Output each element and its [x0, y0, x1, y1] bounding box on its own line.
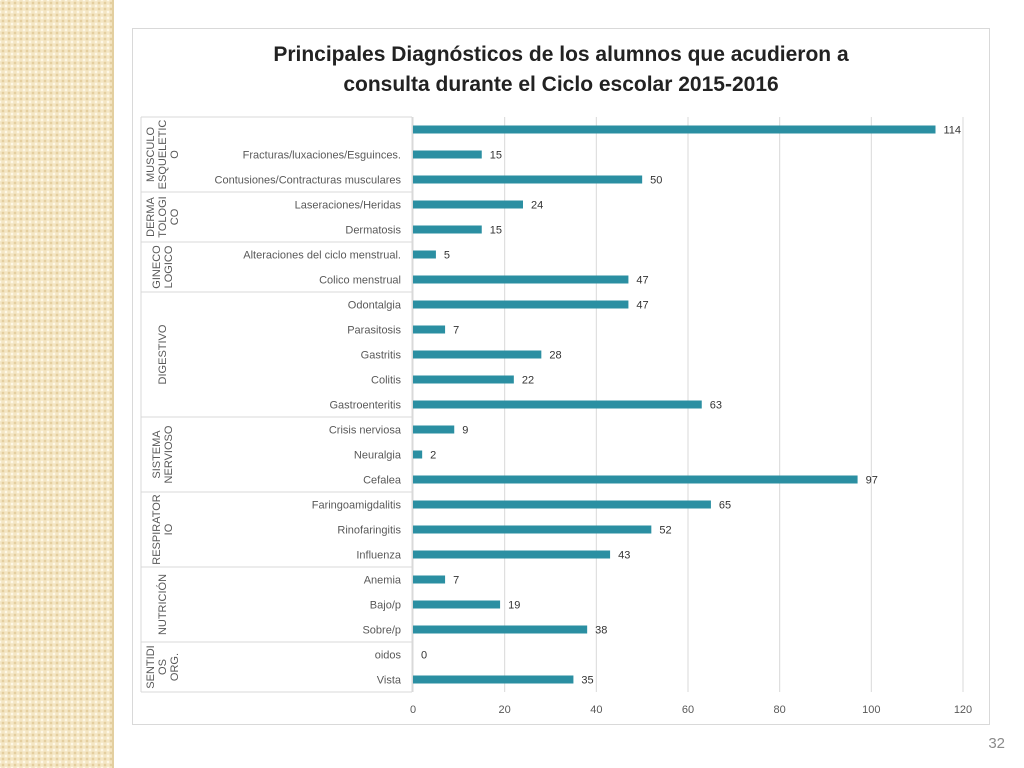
group-label: IO — [163, 523, 175, 535]
data-label: 9 — [462, 425, 468, 437]
group-label: SISTEMA — [151, 430, 163, 479]
category-label: Neuralgia — [354, 450, 402, 462]
bar — [413, 450, 423, 459]
data-label: 19 — [508, 600, 520, 612]
category-label: Cefalea — [363, 475, 402, 487]
bar — [413, 550, 611, 559]
data-label: 0 — [421, 650, 427, 662]
chart-title-line-1: Principales Diagnósticos de los alumnos … — [273, 43, 849, 66]
data-label: 15 — [490, 150, 502, 162]
data-label: 22 — [522, 375, 534, 387]
x-tick-label: 80 — [774, 704, 786, 716]
group-label: GINECO — [151, 245, 163, 289]
group-label: DIGESTIVO — [157, 324, 169, 384]
group-label: NERVIOSO — [163, 425, 175, 483]
x-tick-label: 20 — [499, 704, 511, 716]
group-label: O — [169, 150, 181, 159]
bar — [413, 150, 482, 159]
data-label: 2 — [430, 450, 436, 462]
group-label: MUSCULO — [145, 127, 157, 182]
group-label: RESPIRATOR — [151, 494, 163, 565]
bar — [413, 425, 455, 434]
category-label: oidos — [375, 650, 402, 662]
category-label: Vista — [377, 675, 402, 687]
data-label: 114 — [944, 125, 962, 137]
group-label: DERMA — [145, 196, 157, 236]
category-label: Alteraciones del ciclo menstrual. — [243, 250, 401, 262]
category-label: Gastritis — [361, 350, 402, 362]
chart-title-line-2: consulta durante el Ciclo escolar 2015-2… — [343, 73, 779, 96]
x-tick-label: 60 — [682, 704, 694, 716]
data-label: 50 — [650, 175, 662, 187]
category-label: Rinofaringitis — [337, 525, 401, 537]
bar — [413, 250, 436, 259]
side-strip-border — [112, 0, 114, 768]
group-label: SENTIDI — [145, 645, 157, 688]
bar — [413, 175, 643, 184]
category-label: Influenza — [356, 550, 402, 562]
bar — [413, 600, 501, 609]
group-label: TOLOGI — [157, 196, 169, 237]
group-label: OS — [157, 659, 169, 675]
group-label: NUTRICIÓN — [156, 574, 169, 635]
chart-frame: Principales Diagnósticos de los alumnos … — [132, 28, 990, 725]
group-label: ORG. — [169, 653, 181, 681]
bar — [413, 625, 588, 634]
bar — [413, 375, 514, 384]
bar — [413, 575, 446, 584]
bar — [413, 200, 523, 209]
category-label: Gastroenteritis — [329, 400, 401, 412]
bar — [413, 475, 858, 484]
bar — [413, 225, 482, 234]
data-label: 5 — [444, 250, 450, 262]
data-label: 63 — [710, 400, 722, 412]
category-label: Colico menstrual — [319, 275, 401, 287]
bar — [413, 125, 936, 134]
category-label: Odontalgia — [348, 300, 402, 312]
bar-chart: 0 20 40 60 80 100 120114Fracturas/luxaciones/E… — [140, 116, 972, 716]
data-label: 38 — [595, 625, 607, 637]
x-tick-label: 100 — [862, 704, 880, 716]
data-label: 47 — [636, 300, 648, 312]
category-label: Sobre/p — [362, 625, 401, 637]
category-label: Bajo/p — [370, 600, 401, 612]
x-tick-label: 40 — [590, 704, 602, 716]
bar — [413, 400, 702, 409]
data-label: 7 — [453, 325, 459, 337]
bar — [413, 275, 629, 284]
category-label: Faringoamigdalitis — [312, 500, 402, 512]
x-tick-label: 0 — [410, 704, 416, 716]
data-label: 28 — [549, 350, 561, 362]
bar — [413, 350, 542, 359]
data-label: 7 — [453, 575, 459, 587]
data-label: 35 — [581, 675, 593, 687]
data-label: 24 — [531, 200, 543, 212]
category-label: Contusiones/Contracturas musculares — [215, 175, 402, 187]
data-label: 97 — [866, 475, 878, 487]
category-label: Anemia — [364, 575, 402, 587]
group-label: ESQUELETIC — [157, 120, 169, 190]
category-label: Parasitosis — [347, 325, 401, 337]
bar — [413, 500, 711, 509]
data-label: 65 — [719, 500, 731, 512]
page-number: 32 — [988, 735, 1005, 752]
category-label: Laseraciones/Heridas — [295, 200, 402, 212]
data-label: 15 — [490, 225, 502, 237]
group-label: CO — [169, 208, 181, 225]
data-label: 47 — [636, 275, 648, 287]
category-label: Crisis nerviosa — [329, 425, 402, 437]
category-label: Colitis — [371, 375, 401, 387]
data-label: 52 — [659, 525, 671, 537]
bar — [413, 300, 629, 309]
group-label: LOGICO — [163, 245, 175, 288]
decorative-side-strip — [0, 0, 112, 768]
category-label: Dermatosis — [345, 225, 401, 237]
category-label: Fracturas/luxaciones/Esguinces. — [243, 150, 401, 162]
bar — [413, 675, 574, 684]
bar — [413, 525, 652, 534]
x-tick-label: 120 — [954, 704, 972, 716]
bar — [413, 325, 446, 334]
data-label: 43 — [618, 550, 630, 562]
